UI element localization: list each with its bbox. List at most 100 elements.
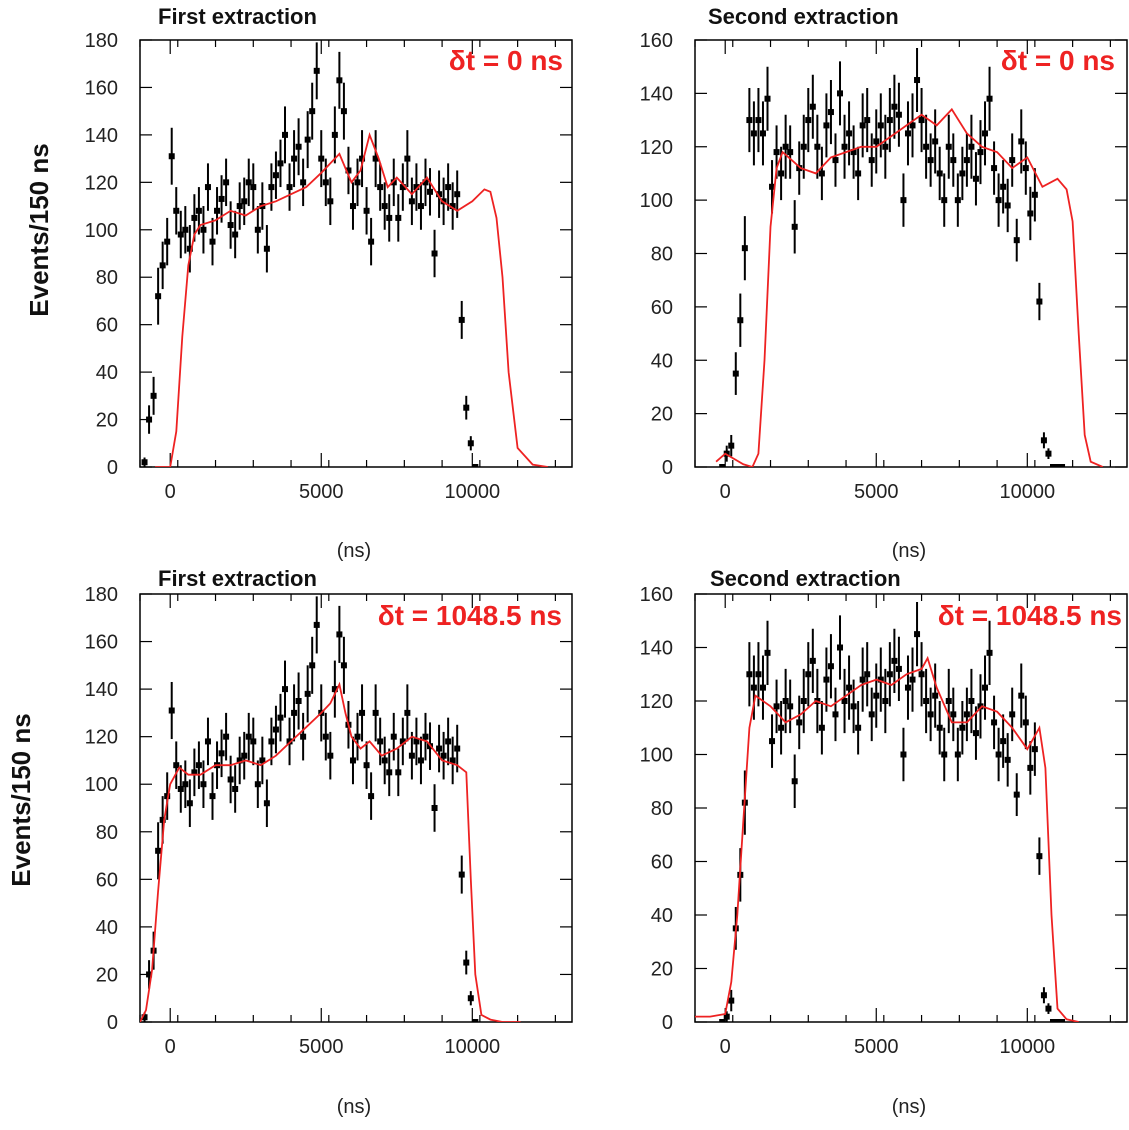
data-point bbox=[850, 679, 857, 734]
data-marker bbox=[932, 138, 939, 145]
data-point bbox=[427, 168, 434, 216]
data-marker bbox=[277, 160, 284, 167]
data-point bbox=[900, 173, 907, 227]
data-marker bbox=[472, 1019, 479, 1022]
data-marker bbox=[159, 816, 166, 823]
panel-title: Second extraction bbox=[710, 566, 901, 591]
y-tick-label: 180 bbox=[85, 584, 118, 606]
data-point bbox=[286, 717, 293, 766]
data-marker bbox=[436, 745, 443, 752]
x-tick-label: 0 bbox=[165, 481, 176, 503]
data-point bbox=[291, 684, 298, 742]
data-marker bbox=[873, 138, 880, 145]
data-marker bbox=[254, 781, 261, 788]
data-marker bbox=[259, 757, 266, 764]
chart-panel-4: 0 20 40 60 80 100 120 140 160 0 5000 10000 Second ex… bbox=[640, 566, 1128, 1118]
data-points bbox=[719, 48, 1066, 467]
data-marker bbox=[1045, 1005, 1052, 1012]
data-point bbox=[900, 727, 907, 782]
data-marker bbox=[209, 793, 216, 800]
data-marker bbox=[737, 317, 744, 324]
data-point bbox=[855, 146, 862, 201]
data-point bbox=[737, 293, 744, 347]
data-point bbox=[814, 114, 821, 179]
data-marker bbox=[454, 191, 461, 198]
y-tick-label: 100 bbox=[640, 745, 673, 767]
data-point bbox=[436, 170, 443, 218]
data-marker bbox=[359, 155, 366, 162]
data-point bbox=[746, 642, 753, 707]
data-marker bbox=[895, 111, 902, 118]
data-marker bbox=[318, 155, 325, 162]
data-point bbox=[318, 130, 325, 188]
data-marker bbox=[963, 711, 970, 718]
data-marker bbox=[381, 757, 388, 764]
data-point bbox=[764, 66, 771, 131]
data-marker bbox=[349, 757, 356, 764]
data-point bbox=[904, 101, 911, 166]
data-marker bbox=[868, 711, 875, 718]
data-point bbox=[755, 642, 762, 707]
data-point bbox=[295, 672, 302, 730]
data-point bbox=[173, 187, 180, 235]
data-points bbox=[141, 596, 479, 1022]
y-tick-label: 140 bbox=[640, 83, 673, 105]
data-marker bbox=[390, 179, 397, 186]
y-tick-label: 40 bbox=[651, 905, 673, 927]
data-point bbox=[859, 647, 866, 712]
data-marker bbox=[282, 686, 289, 693]
data-point bbox=[218, 729, 225, 778]
data-marker bbox=[873, 692, 880, 699]
data-point bbox=[982, 101, 989, 166]
data-marker bbox=[950, 157, 957, 164]
data-marker bbox=[168, 153, 175, 160]
data-point bbox=[1045, 1003, 1052, 1014]
data-marker bbox=[417, 203, 424, 210]
data-point bbox=[282, 106, 289, 164]
data-marker bbox=[787, 703, 794, 710]
data-point bbox=[1031, 722, 1038, 776]
data-marker bbox=[368, 238, 375, 245]
data-point bbox=[882, 114, 889, 179]
data-point bbox=[968, 668, 975, 734]
data-marker bbox=[331, 686, 338, 693]
data-marker bbox=[463, 959, 470, 966]
fit-curve bbox=[695, 655, 1079, 1022]
data-point bbox=[404, 130, 411, 188]
data-point bbox=[773, 679, 780, 734]
data-marker bbox=[272, 172, 279, 179]
data-marker bbox=[923, 143, 930, 150]
data-point bbox=[963, 687, 970, 742]
data-point bbox=[991, 695, 998, 750]
data-marker bbox=[918, 671, 925, 678]
data-marker bbox=[363, 762, 370, 769]
data-marker bbox=[236, 757, 243, 764]
data-point bbox=[277, 693, 284, 742]
data-marker bbox=[769, 738, 776, 745]
data-point bbox=[445, 163, 452, 211]
data-marker bbox=[1054, 464, 1061, 467]
data-marker bbox=[886, 671, 893, 678]
data-point bbox=[1031, 168, 1038, 222]
y-tick-label: 60 bbox=[96, 869, 118, 891]
data-point bbox=[719, 1019, 726, 1022]
data-marker bbox=[159, 262, 166, 269]
data-marker bbox=[750, 130, 757, 137]
data-point bbox=[723, 1011, 730, 1022]
plot-frame bbox=[139, 39, 573, 468]
data-marker bbox=[850, 149, 857, 156]
data-point bbox=[923, 668, 930, 734]
data-point bbox=[250, 163, 257, 211]
data-point bbox=[204, 163, 211, 211]
data-marker bbox=[755, 117, 762, 124]
data-marker bbox=[141, 1014, 148, 1021]
data-point bbox=[399, 717, 406, 766]
data-marker bbox=[300, 733, 307, 740]
data-point bbox=[959, 701, 966, 755]
data-marker bbox=[340, 108, 347, 115]
data-marker bbox=[837, 90, 844, 97]
data-marker bbox=[986, 649, 993, 656]
data-marker bbox=[923, 698, 930, 704]
data-point bbox=[914, 602, 921, 667]
y-tick-label: 100 bbox=[85, 774, 118, 796]
